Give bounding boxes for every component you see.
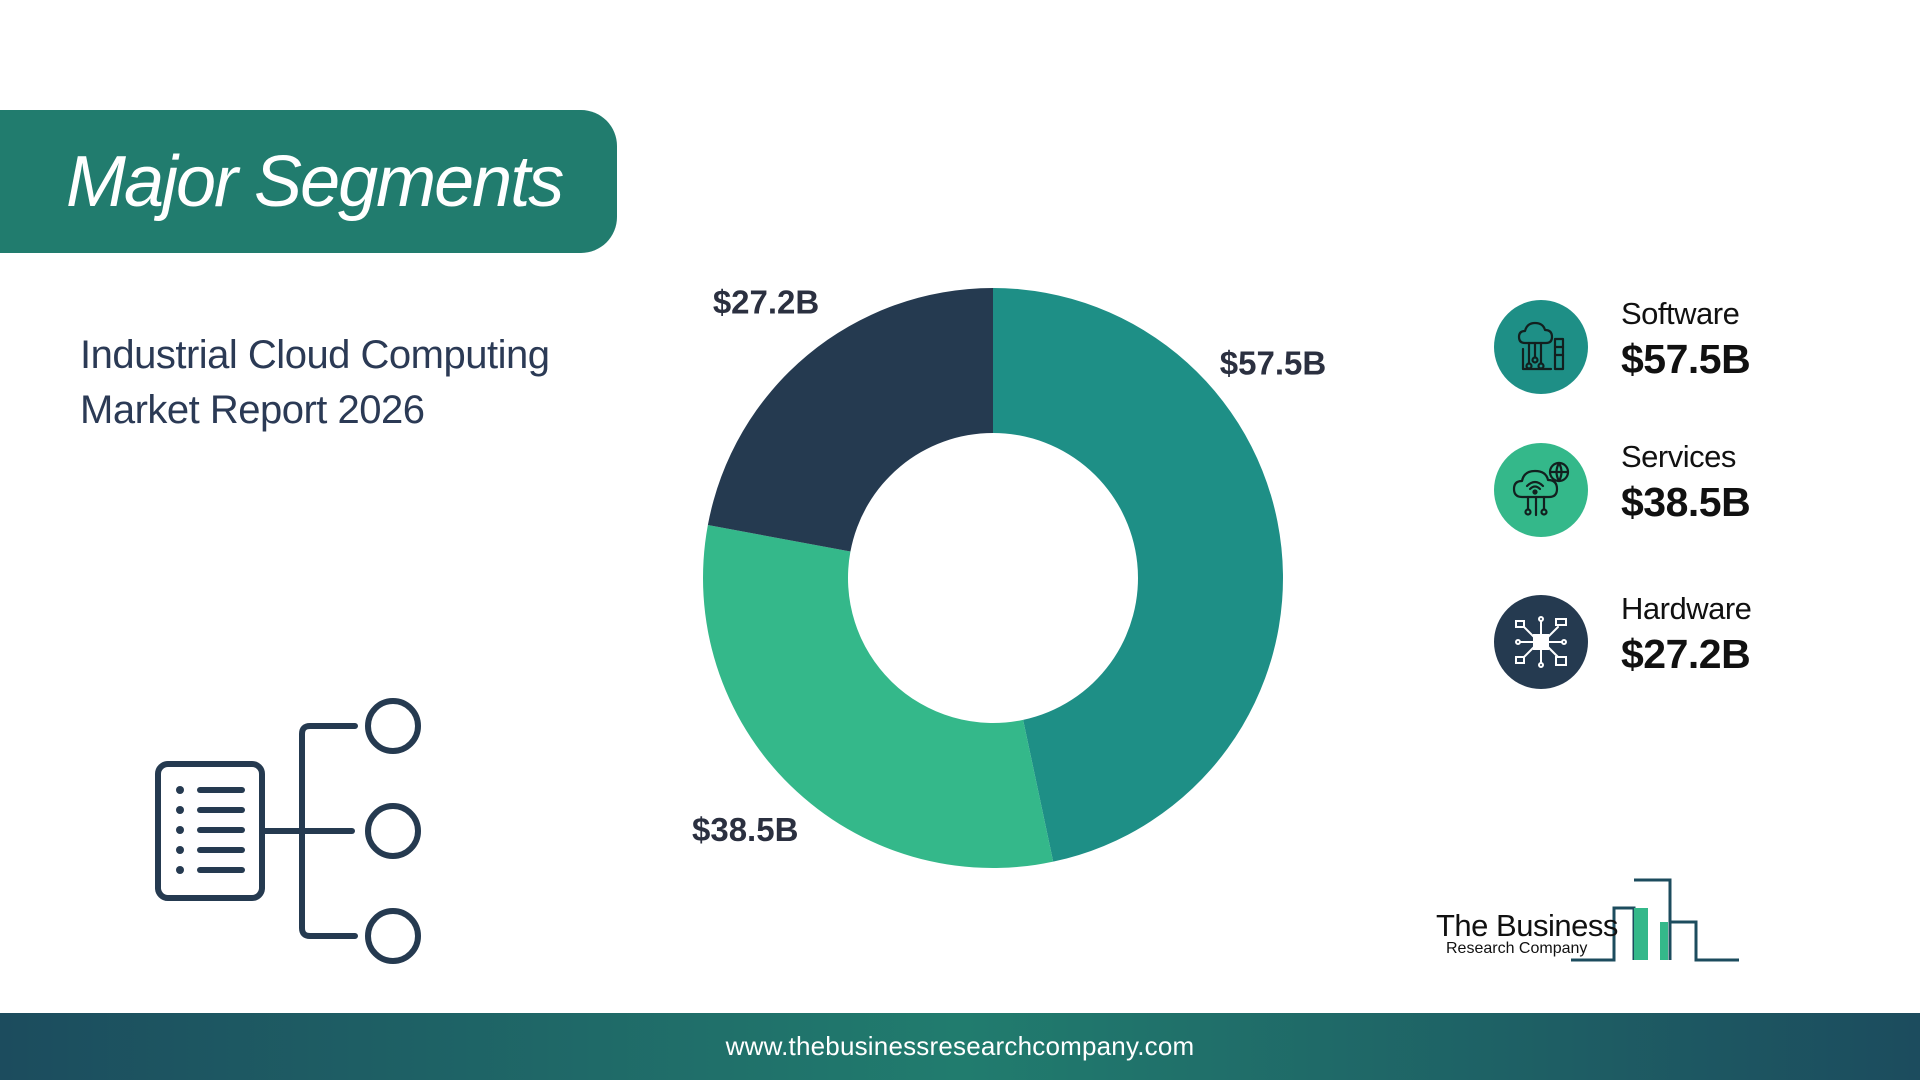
legend-label-services: Services <box>1621 439 1736 474</box>
donut-slice-services <box>703 525 1054 868</box>
footer-bar: www.thebusinessresearchcompany.com <box>0 1013 1920 1080</box>
cloud-network-globe-icon <box>1494 443 1588 537</box>
subtitle-line-2: Market Report 2026 <box>80 388 425 432</box>
data-labels: $57.5B $38.5B $27.2B <box>692 284 1326 848</box>
legend-item-software: Software $57.5B <box>1494 296 1874 406</box>
donut-slice-hardware <box>707 288 993 552</box>
logo-buildings-icon <box>1571 878 1739 962</box>
title-banner: Major Segments <box>0 110 617 253</box>
footer-url-link[interactable]: www.thebusinessresearchcompany.com <box>725 1031 1195 1061</box>
report-subtitle: Industrial Cloud Computing Market Report… <box>80 328 600 438</box>
company-logo: The Business Research Company <box>1434 870 1744 970</box>
page-title: Major Segments <box>66 141 564 222</box>
donut-slices <box>703 288 1283 868</box>
data-label-hardware: $27.2B <box>713 284 819 321</box>
subtitle-line-1: Industrial Cloud Computing <box>80 333 550 377</box>
logo-text-line2: Research Company <box>1446 940 1588 957</box>
legend-item-hardware: Hardware $27.2B <box>1494 591 1874 701</box>
donut-slice-software <box>993 288 1283 862</box>
data-label-software: $57.5B <box>1220 345 1326 382</box>
data-label-services: $38.5B <box>692 811 798 848</box>
legend-value-services: $38.5B <box>1621 479 1751 525</box>
legend-value-software: $57.5B <box>1621 336 1751 382</box>
legend-value-hardware: $27.2B <box>1621 631 1751 677</box>
logo-text-line1: The Business <box>1436 908 1618 943</box>
legend-label-software: Software <box>1621 296 1740 331</box>
segments-tree-icon <box>155 698 421 964</box>
chip-circuit-icon <box>1494 595 1588 689</box>
cloud-circuit-icon <box>1494 300 1588 394</box>
legend-label-hardware: Hardware <box>1621 591 1752 626</box>
legend-item-services: Services $38.5B <box>1494 439 1874 549</box>
